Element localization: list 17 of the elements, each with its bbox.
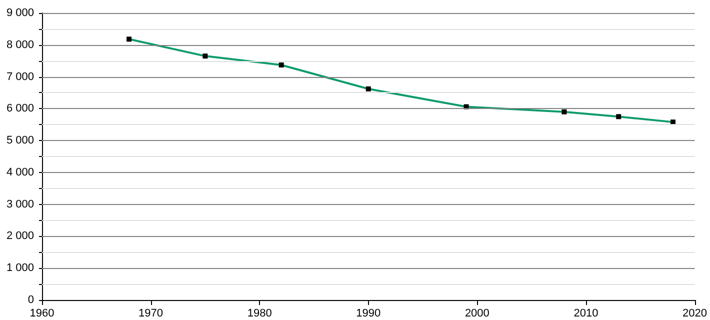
x-tick-label: 2010 <box>574 308 598 320</box>
x-tick-label: 1980 <box>247 308 272 320</box>
y-tick-label: 7 000 <box>6 70 34 83</box>
x-tick-label: 1970 <box>138 308 164 320</box>
x-tick-label: 2000 <box>464 308 490 320</box>
y-tick-label: 6 000 <box>6 102 34 115</box>
y-tick-label: 4 000 <box>6 166 34 178</box>
x-tick-label: 1990 <box>356 308 381 320</box>
y-tick-label: 1 000 <box>6 262 34 274</box>
y-tick-label: 2 000 <box>6 230 34 242</box>
x-tick-label: 1960 <box>30 308 54 320</box>
y-tick-label: 0 <box>28 294 34 306</box>
y-tick-label: 3 000 <box>6 198 34 210</box>
y-tick-label: 8 000 <box>6 38 34 51</box>
x-tick-label: 2020 <box>682 308 708 320</box>
y-tick-label: 9 000 <box>6 7 34 19</box>
y-tick-label: 5 000 <box>6 134 34 147</box>
